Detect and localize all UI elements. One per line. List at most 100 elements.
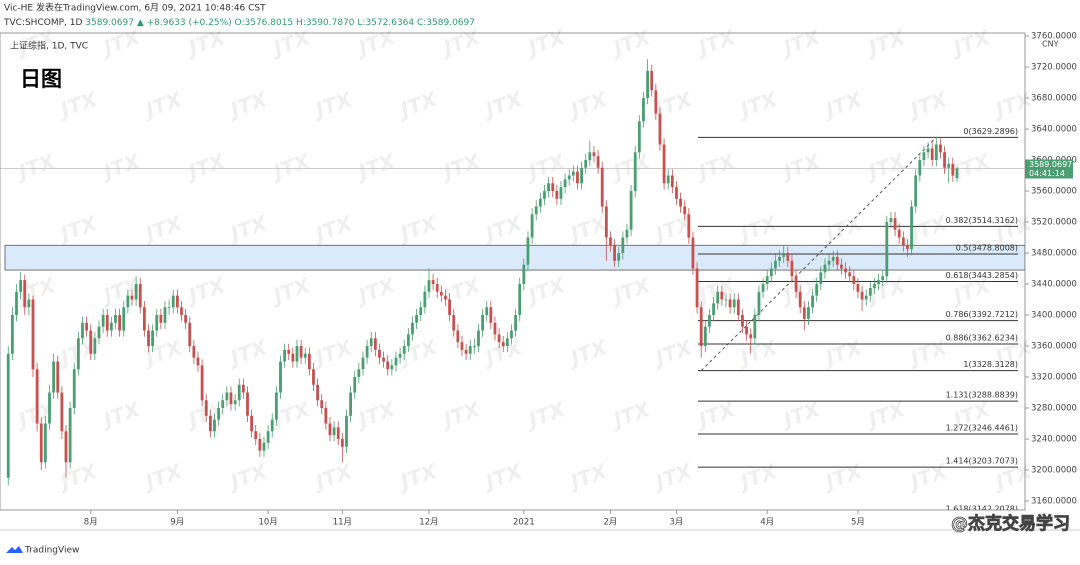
candle-body [303,353,307,358]
candle-body [138,284,142,308]
candle-body [394,357,398,366]
candle-body [402,346,406,354]
y-tick-label: 3440.0000 [1031,280,1077,290]
candle-body [633,152,637,192]
candle-body [31,299,35,370]
y-tick-label: 3760.0000 [1031,32,1077,42]
last-price: 3589.0697 [85,18,134,28]
candle-body [200,365,204,401]
candle-body [609,237,612,246]
candle-body [679,198,682,207]
candle-body [64,431,68,463]
candle-body [48,392,51,424]
candle-body [580,167,583,184]
candle-body [930,148,934,161]
candle-body [6,353,10,478]
legend: 上证综指, 1D, TVC [10,40,88,52]
candle-body [320,400,324,409]
candle-body [464,349,468,354]
candle-body [889,218,893,223]
candle-body [213,419,216,432]
price-tag-value: 3589.0697 [1029,160,1072,169]
candle-body [262,442,266,451]
candle-body [27,299,31,308]
candle-body [497,334,501,343]
candle-body [720,291,724,300]
author-line: Vic-HE 发表在TradingView.com, 6月 09, 2021 1… [4,2,266,14]
candle-body [155,315,159,331]
candle-body [485,307,489,316]
x-tick-label: 9月 [170,518,184,528]
candle-body [52,361,56,393]
candle-body [126,295,130,308]
candle-body [39,423,43,463]
candle-body [534,206,538,215]
candle-body [345,415,348,447]
fib-label: 0.786(3392.7212) [946,310,1018,319]
candle-body [142,307,146,331]
fib-label: 0.886(3362.6234) [946,333,1018,342]
candle-body [860,291,864,300]
x-tick-label: 5月 [851,518,865,528]
candle-body [357,369,361,378]
candle-body [761,284,765,292]
price-tag-countdown: 04:41:14 [1029,169,1065,178]
candle-body [563,179,567,188]
fib-label: 1.131(3288.8839) [946,391,1018,400]
candle-body [650,70,654,91]
candle-body [873,284,876,288]
candle-body [906,245,909,250]
candle-body [163,307,167,323]
fib-label: 1.272(3246.4461) [946,424,1018,433]
x-tick-label: 2月 [604,518,618,528]
candle-body [547,183,550,192]
candle-body [130,295,134,300]
candle-body [699,307,703,347]
zone [4,244,1025,271]
candle-body [947,163,951,168]
candle-body [815,284,819,296]
candle-body [955,168,959,178]
candle-body [89,330,93,354]
candle-body [192,346,196,358]
fib-trend [700,136,937,371]
candle-body [774,260,777,269]
logo-icon [6,546,23,553]
candle-body [35,369,39,424]
candle-body [559,187,563,199]
candle-body [196,357,200,366]
logo-text: TradingView [24,546,79,556]
fib-label: 1.414(3203.7073) [946,457,1018,466]
candle-body [270,419,274,432]
candle-body [237,384,241,401]
candle-body [769,268,773,277]
candle-body [584,160,588,168]
candle-body [134,284,138,300]
candle-body [819,272,823,285]
candle-body [675,187,678,199]
candle-body [741,315,744,327]
y-tick-label: 3400.0000 [1031,311,1077,321]
candle-body [695,268,699,308]
candle-body [340,439,344,447]
candle-body [349,392,353,416]
candle-body [683,206,687,215]
y-tick-label: 3720.0000 [1031,63,1077,73]
candle-body [81,322,84,339]
candle-body [105,315,109,331]
candle-body [811,295,814,308]
candle-body [56,361,60,393]
candle-body [621,237,625,254]
fib-label: 1(3328.3128) [963,360,1018,369]
candle-body [505,338,509,347]
candle-body [147,330,150,347]
candle-body [827,260,831,265]
candle-body [600,167,604,207]
candle-body [687,214,691,238]
candle-body [522,264,526,285]
candle-body [604,206,608,238]
candle-body [765,276,769,285]
candle-body [703,326,707,347]
candle-body [914,175,918,207]
candle-body [336,427,340,440]
